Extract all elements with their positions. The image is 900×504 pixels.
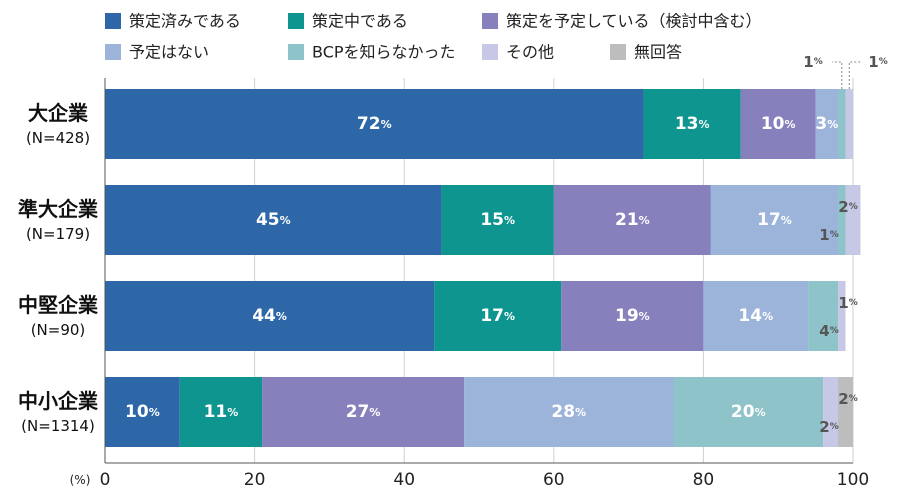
data-label: 14% (738, 306, 773, 326)
legend-swatch (105, 44, 121, 60)
bar-segment (643, 89, 741, 159)
data-label: 28% (551, 402, 586, 422)
category-label: 大企業 (28, 101, 89, 125)
leader-line (832, 61, 843, 89)
x-tick-label: 40 (393, 470, 415, 490)
bar-segment (808, 281, 839, 351)
data-label: 27% (346, 402, 381, 422)
data-label: 21% (615, 210, 650, 230)
legend-label: 策定を予定している（検討中含む） (506, 12, 762, 31)
axis-unit-label: (%) (70, 473, 91, 487)
outside-data-label: 1% (819, 226, 838, 244)
category-label: 中堅企業 (18, 293, 99, 317)
data-label: 17% (757, 210, 792, 230)
legend-label: BCPを知らなかった (312, 43, 456, 62)
bar-segment (105, 377, 180, 447)
bar-segment (262, 377, 465, 447)
bar-segment (838, 185, 846, 255)
category-n-label: (N=90) (31, 321, 86, 339)
legend-swatch (105, 13, 121, 29)
bar-segment (838, 89, 846, 159)
data-label: 10% (761, 114, 796, 134)
outside-data-label: 2% (838, 390, 857, 408)
legend-swatch (482, 13, 498, 29)
bar-segment (553, 185, 711, 255)
legend-swatch (610, 44, 626, 60)
data-label: 10% (125, 402, 160, 422)
legend-label: 策定済みである (129, 12, 241, 31)
outside-data-label: 2% (819, 418, 838, 436)
category-n-label: (N=1314) (21, 417, 95, 435)
legend-label: 予定はない (129, 43, 209, 62)
bar-segment (105, 185, 442, 255)
outside-data-label: 2% (838, 198, 857, 216)
x-tick-label: 60 (543, 470, 565, 490)
outside-data-label: 4% (819, 322, 838, 340)
bar-segment (673, 377, 824, 447)
data-label: 11% (204, 402, 239, 422)
legend-label: その他 (506, 43, 554, 62)
category-label: 中小企業 (18, 389, 99, 413)
legend-label: 無回答 (634, 43, 682, 62)
bar-segment (561, 281, 704, 351)
bar-segment (845, 89, 853, 159)
data-label: 72% (357, 114, 392, 134)
data-label: 45% (256, 210, 291, 230)
legend-swatch (288, 13, 304, 29)
bar-segment (823, 377, 839, 447)
data-label: 3% (815, 114, 838, 134)
bar-segment (845, 185, 861, 255)
data-label: 44% (252, 306, 287, 326)
bar-segment (464, 377, 674, 447)
bar-segment (740, 89, 816, 159)
x-tick-label: 100 (837, 470, 869, 490)
data-label: 20% (731, 402, 766, 422)
bar-segment (434, 281, 562, 351)
bar-segment (105, 281, 435, 351)
legend-label: 策定中である (312, 12, 408, 31)
category-n-label: (N=428) (26, 129, 90, 147)
outside-data-label: 1% (868, 53, 887, 71)
category-label: 準大企業 (18, 197, 99, 221)
data-label: 17% (480, 306, 515, 326)
data-label: 13% (675, 114, 710, 134)
data-label: 15% (480, 210, 515, 230)
bar-segment (815, 89, 839, 159)
x-tick-label: 80 (693, 470, 715, 490)
bar-segment (710, 185, 839, 255)
bar-segment (838, 281, 846, 351)
x-tick-label: 0 (100, 470, 111, 490)
leader-line (848, 61, 862, 89)
legend-swatch (482, 44, 498, 60)
category-n-label: (N=179) (26, 225, 90, 243)
bar-segment (441, 185, 554, 255)
legend-swatch (288, 44, 304, 60)
bar-segment (179, 377, 263, 447)
data-label: 19% (615, 306, 650, 326)
bar-segment (105, 89, 644, 159)
outside-data-label: 1% (803, 53, 822, 71)
bar-segment (703, 281, 809, 351)
x-tick-label: 20 (244, 470, 266, 490)
bar-segment (838, 377, 853, 447)
outside-data-label: 1% (838, 294, 857, 312)
